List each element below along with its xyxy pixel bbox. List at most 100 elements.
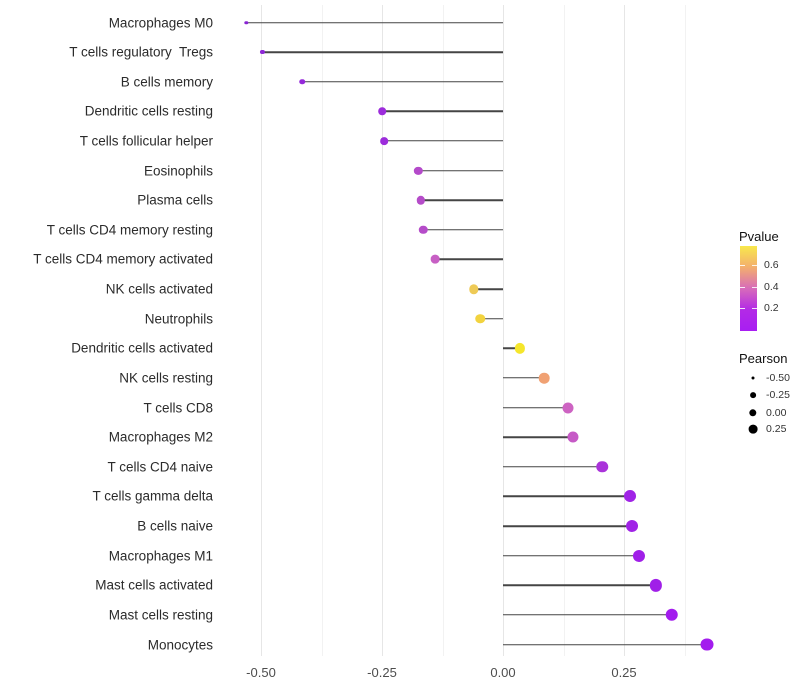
lollipop-stem [503,614,672,616]
data-point[interactable] [649,579,663,592]
pearson-legend-title: Pearson [739,351,788,366]
y-axis-label: T cells CD4 memory resting [46,222,213,238]
pvalue-legend-title: Pvalue [739,229,779,244]
lollipop-stem [503,377,545,379]
pearson-size-dot [748,424,758,434]
lollipop-stem [262,51,503,53]
y-axis-label: T cells regulatory Tregs [69,44,213,60]
gridline-major [261,5,262,656]
y-axis-label: Mast cells resting [108,607,213,623]
pearson-size-label: -0.50 [766,372,790,384]
y-axis-label: NK cells activated [105,281,213,297]
gridline-major [624,5,625,656]
data-point[interactable] [538,372,550,384]
lollipop-stem [480,317,503,320]
pearson-size-label: 0.00 [766,407,787,419]
gridline-major [503,5,504,656]
data-point[interactable] [700,638,714,651]
pvalue-tick-mark [752,287,757,288]
y-axis-label: Macrophages M1 [108,548,213,564]
pearson-size-dot [750,392,756,398]
lollipop-stem [503,525,633,527]
data-point[interactable] [562,402,574,414]
lollipop-stem [384,140,503,142]
y-axis-label: Dendritic cells resting [84,103,213,119]
lollipop-stem [420,199,503,201]
pvalue-tick-label: 0.6 [764,259,779,271]
lollipop-stem [423,229,503,231]
y-axis-label: Plasma cells [137,192,213,208]
data-point[interactable] [380,137,389,145]
pvalue-tick-mark [752,308,757,309]
lollipop-stem [503,495,630,498]
lollipop-stem [503,466,603,468]
x-axis-tick-label: -0.25 [367,665,397,680]
y-axis-label: Macrophages M2 [108,429,213,445]
y-axis-label: T cells follicular helper [79,133,213,149]
y-axis-label: Neutrophils [144,311,213,327]
x-axis-tick-label: -0.50 [246,665,276,680]
y-axis-label: T cells CD4 naive [107,459,213,475]
lollipop-stem [418,169,503,172]
data-point[interactable] [244,20,249,25]
y-axis-label: Eosinophils [143,163,213,179]
y-axis-label: Dendritic cells activated [71,340,213,356]
data-point[interactable] [430,255,440,264]
lollipop-stem [302,80,503,83]
gridline-minor [684,5,686,656]
pearson-size-label: -0.25 [766,389,790,401]
y-axis-label: NK cells resting [119,370,213,386]
lollipop-stem [382,110,503,113]
pvalue-tick-mark [740,308,745,309]
lollipop-stem [503,584,656,587]
pearson-size-dot [749,409,757,417]
pvalue-tick-mark [740,287,745,288]
y-axis-label: B cells memory [120,74,213,90]
y-axis-label: Macrophages M0 [108,15,213,30]
y-axis-label: T cells CD4 memory activated [33,251,213,267]
gridline-major [382,5,383,656]
gridline-minor [442,5,444,656]
y-axis-label: Mast cells activated [95,577,213,593]
data-point[interactable] [514,343,526,354]
lollipop-stem [503,347,520,350]
pearson-size-dot [751,376,755,380]
data-point[interactable] [665,608,679,622]
pvalue-gradient-bar [740,246,757,331]
data-point[interactable] [260,50,265,55]
data-point[interactable] [596,461,608,473]
lollipop-stem [503,643,707,646]
y-axis-label: T cells gamma delta [92,488,213,504]
gridline-minor [321,5,323,656]
gridline-minor [563,5,565,656]
data-point[interactable] [567,431,579,443]
data-point[interactable] [416,196,425,205]
x-axis-tick-label: 0.00 [490,665,516,680]
data-point[interactable] [469,284,479,294]
y-axis-label: T cells CD8 [143,400,213,416]
lollipop-stem [435,258,503,261]
pvalue-tick-mark [752,265,757,266]
pvalue-tick-mark [740,265,745,266]
lollipop-stem [503,554,639,557]
data-point[interactable] [414,166,423,175]
data-point[interactable] [418,225,428,235]
pvalue-tick-label: 0.4 [764,281,779,293]
data-point[interactable] [299,78,305,85]
pearson-size-label: 0.25 [766,423,787,435]
y-axis-label: B cells naive [137,518,213,534]
lollipop-stem [503,406,569,409]
data-point[interactable] [623,490,636,503]
lollipop-stem [246,21,503,24]
x-axis-tick-label: 0.25 [611,665,637,680]
pvalue-tick-label: 0.2 [764,302,779,314]
data-point[interactable] [626,520,639,533]
lollipop-stem [503,436,574,438]
data-point[interactable] [475,313,486,324]
data-point[interactable] [378,107,386,116]
lollipop-stem [473,288,503,290]
y-axis-label: Monocytes [147,637,213,653]
data-point[interactable] [632,549,646,562]
plot-panel [222,5,722,656]
